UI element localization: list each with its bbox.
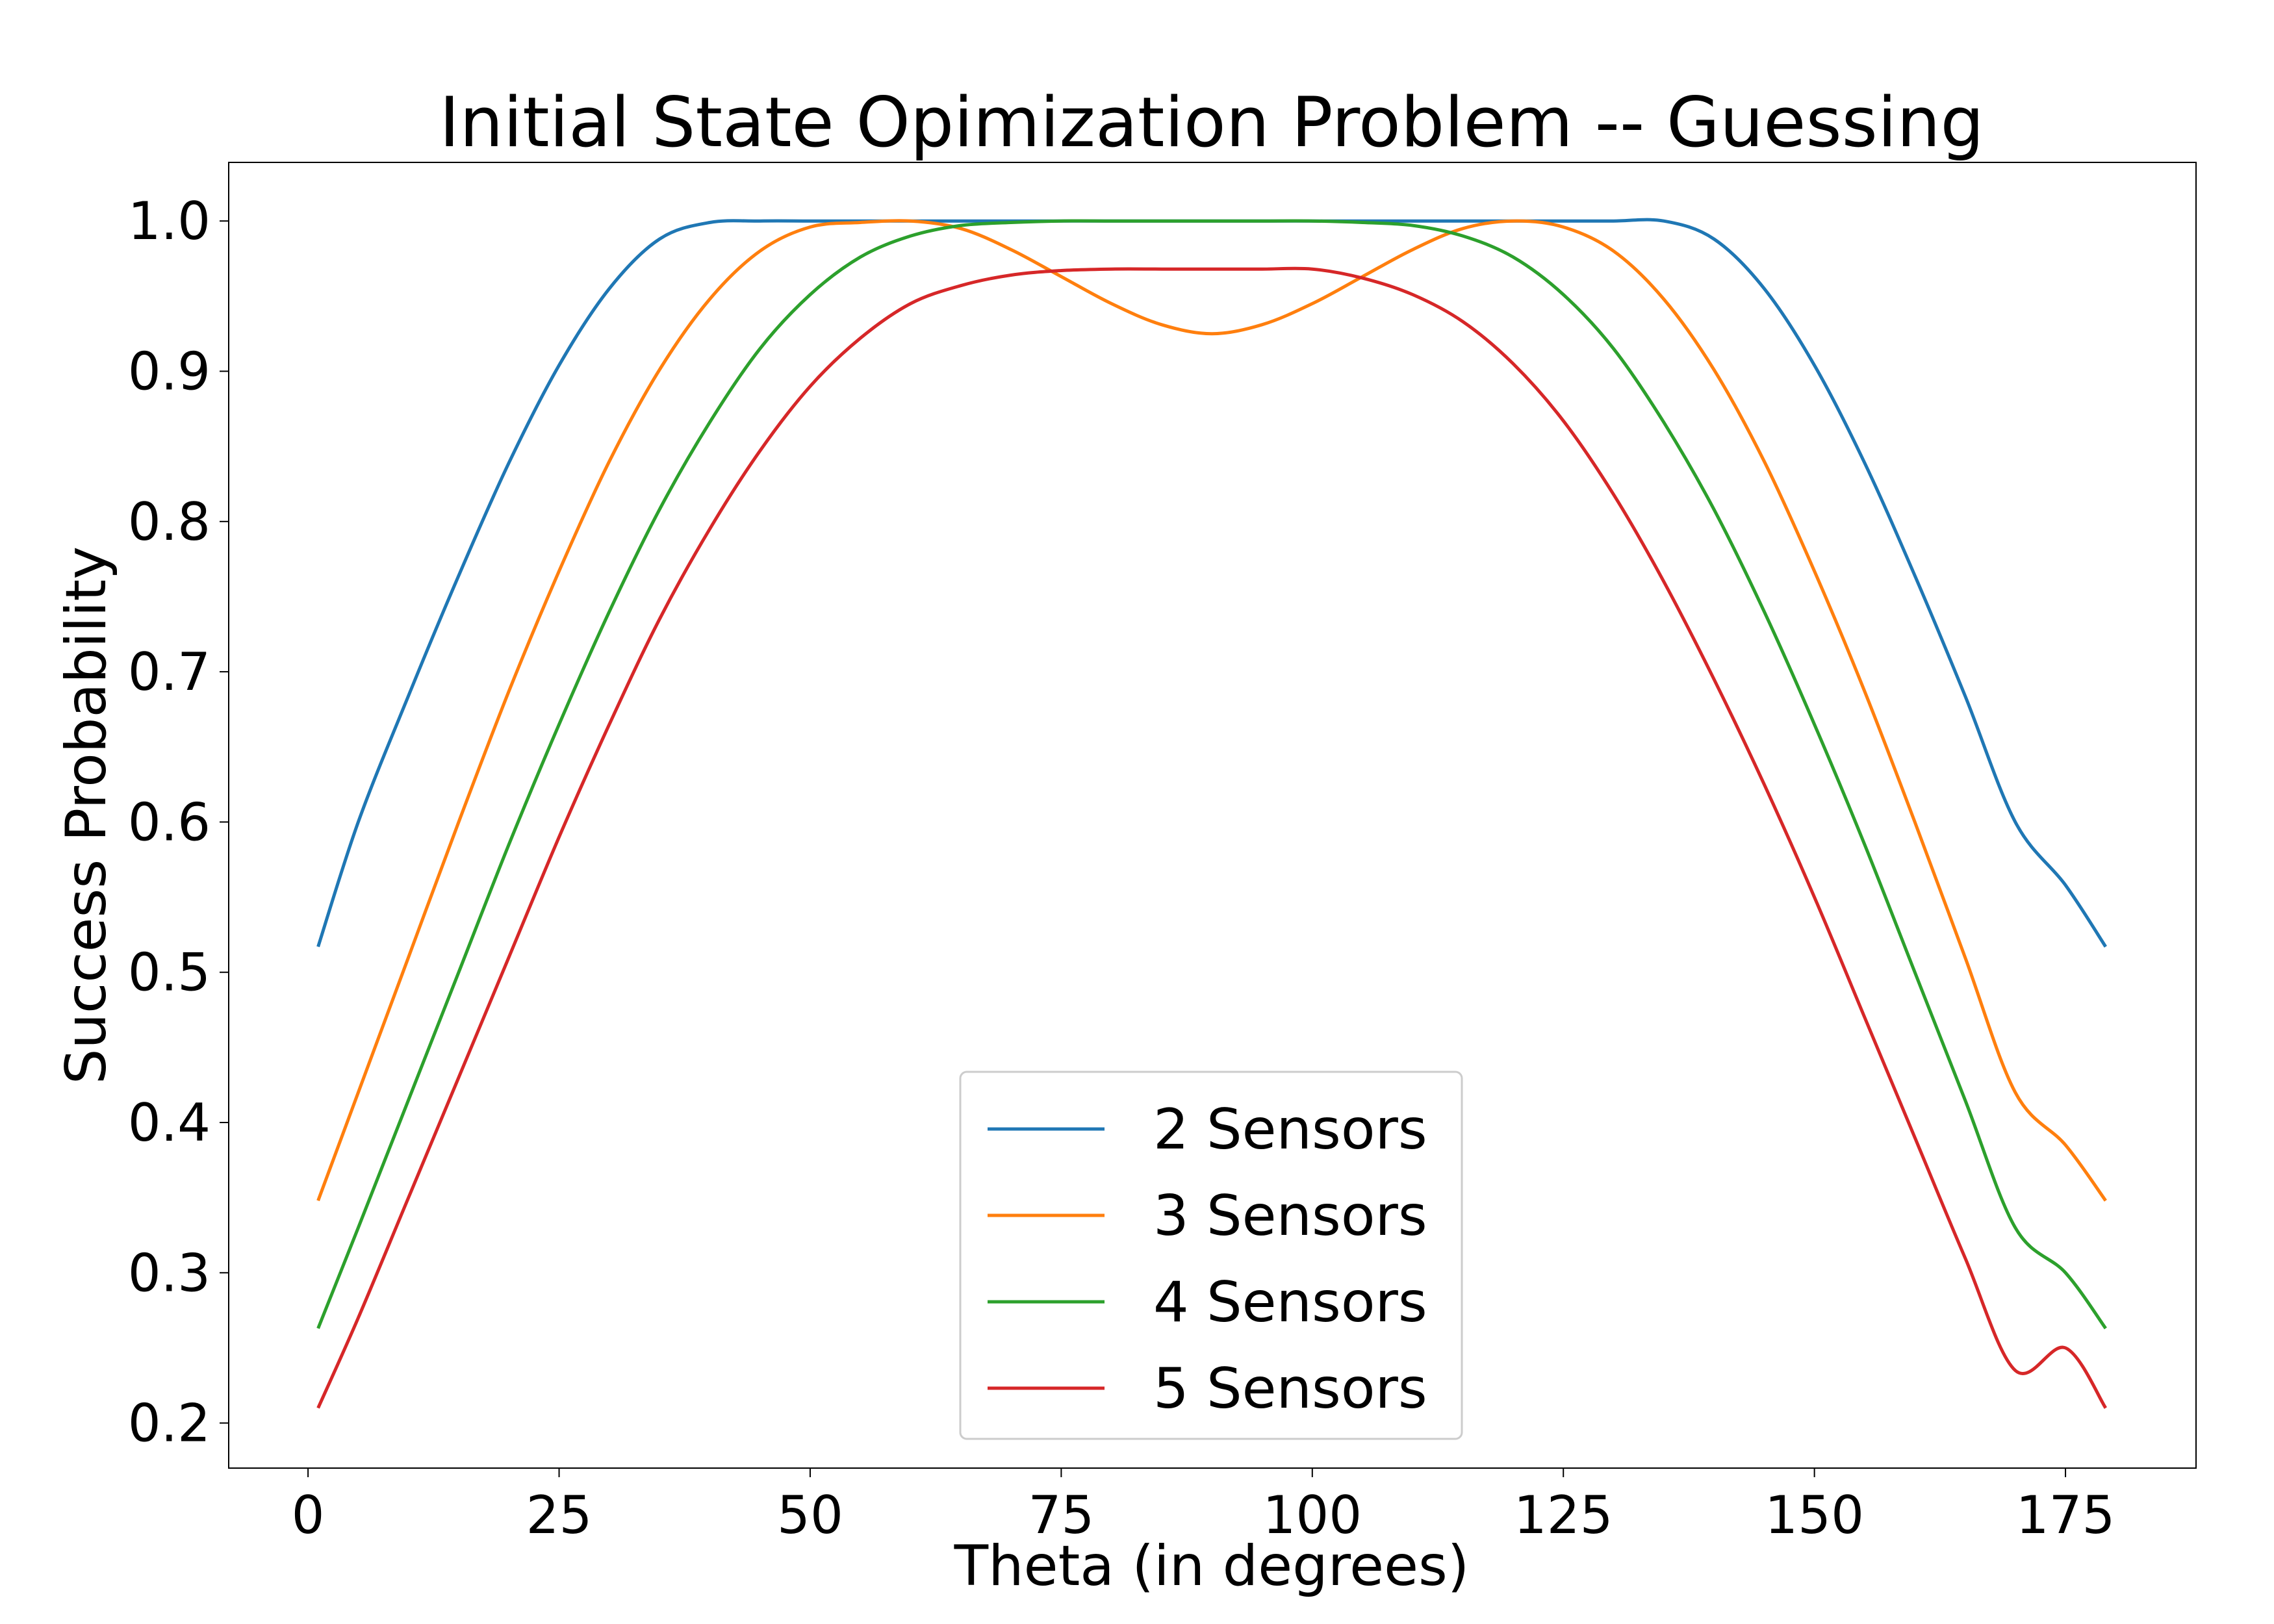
y-tick-label: 0.3: [128, 1243, 211, 1303]
series-line-5-sensors: [316, 266, 2108, 1409]
y-tick-label: 0.2: [128, 1393, 211, 1454]
chart-title: Initial State Opimization Problem -- Gue…: [439, 82, 1984, 162]
y-tick-label: 1.0: [128, 191, 211, 251]
x-tick-label: 125: [1514, 1485, 1613, 1545]
legend-label: 2 Sensors: [1153, 1097, 1427, 1162]
legend: 2 Sensors 3 Sensors 4 Sensors 5 Sensors: [959, 1071, 1463, 1440]
x-axis: 0 25 50 75 100 125 150 175: [292, 1468, 2115, 1545]
legend-box: [959, 1071, 1463, 1440]
legend-label: 5 Sensors: [1153, 1356, 1427, 1421]
x-tick-label: 100: [1262, 1485, 1362, 1545]
series-line-3-sensors: [316, 219, 2107, 1202]
legend-label: 3 Sensors: [1153, 1184, 1427, 1249]
y-axis-label: Success Probability: [54, 546, 119, 1084]
x-tick-label: 50: [777, 1485, 843, 1545]
legend-label: 4 Sensors: [1153, 1270, 1427, 1335]
y-tick-label: 0.9: [128, 342, 211, 402]
x-axis-label: Theta (in degrees): [954, 1534, 1470, 1599]
y-tick-label: 0.8: [128, 492, 211, 552]
y-tick-label: 0.7: [128, 642, 211, 702]
series-line-4-sensors: [316, 219, 2107, 1330]
x-tick-label: 25: [526, 1485, 593, 1545]
y-tick-label: 0.5: [128, 943, 211, 1003]
x-tick-label: 0: [292, 1485, 325, 1545]
series-layer: [316, 218, 2108, 1409]
y-axis: 0.2 0.3 0.4 0.5 0.6 0.7 0.8 0.9 1.0: [128, 191, 229, 1454]
y-tick-label: 0.6: [128, 792, 211, 852]
x-tick-label: 150: [1765, 1485, 1864, 1545]
x-tick-label: 75: [1028, 1485, 1094, 1545]
y-tick-label: 0.4: [128, 1093, 211, 1153]
x-tick-label: 175: [2016, 1485, 2115, 1545]
